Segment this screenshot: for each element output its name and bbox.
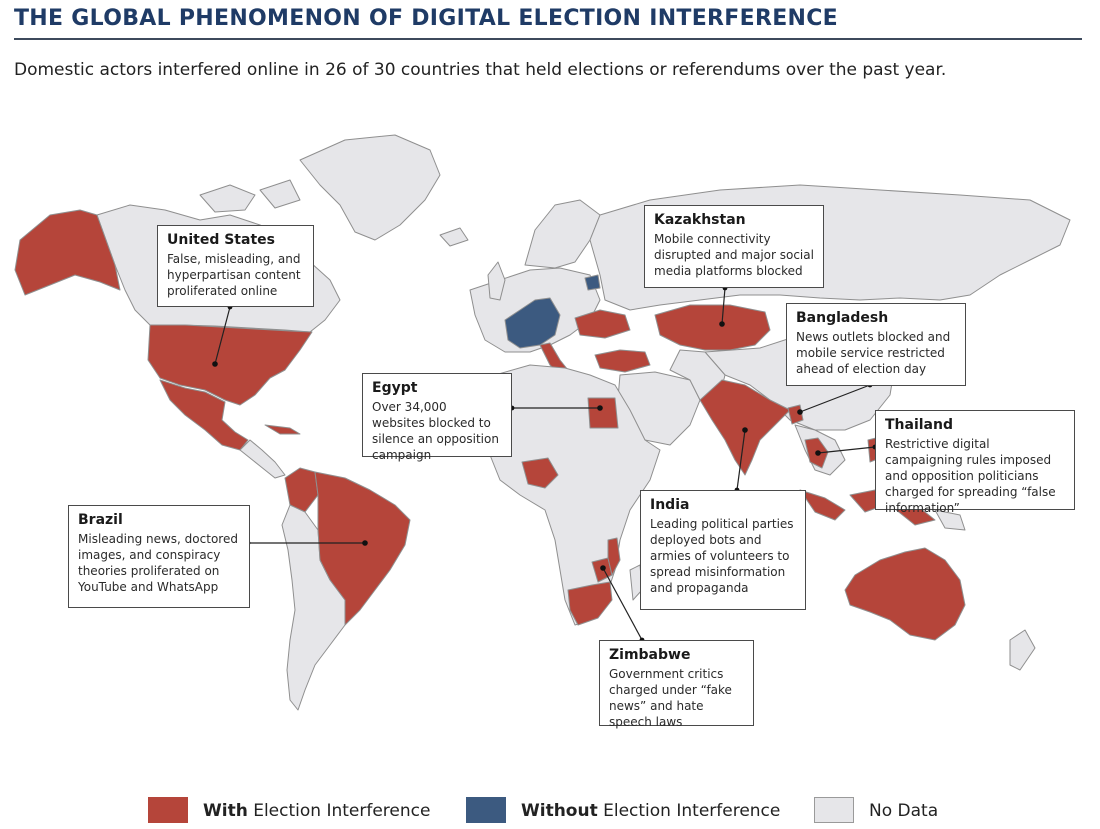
arctic-islands-shape	[199, 179, 301, 213]
callout-text: News outlets blocked and mobile service …	[796, 330, 951, 376]
thailand-marker	[815, 450, 821, 456]
kazakhstan-shape	[654, 304, 771, 351]
callout-title: Egypt	[372, 380, 418, 396]
title-rule	[14, 38, 1082, 40]
callout-text: Over 34,000 websites blocked to silence …	[372, 400, 499, 462]
map-title: THE GLOBAL PHENOMENON OF DIGITAL ELECTIO…	[14, 6, 839, 31]
alaska-shape	[14, 209, 121, 296]
scandinavia-shape	[524, 199, 601, 269]
callout-title: Zimbabwe	[609, 647, 691, 663]
callout-title: United States	[167, 232, 275, 248]
legend-swatch-with	[148, 797, 188, 823]
baltic-without-shape	[584, 274, 601, 291]
united-states-shape	[147, 324, 313, 406]
central-america-shape	[239, 439, 286, 479]
kazakhstan-leader	[721, 287, 726, 325]
zimbabwe-marker	[600, 565, 606, 571]
callout-united-states: United States False, misleading, and hyp…	[157, 225, 314, 307]
kazakhstan-marker	[719, 321, 725, 327]
callout-egypt: Egypt Over 34,000 websites blocked to si…	[362, 373, 512, 462]
callout-bangladesh: Bangladesh News outlets blocked and mobi…	[786, 303, 966, 386]
ukraine-region-shape	[574, 309, 631, 339]
bangladesh-leader	[799, 384, 871, 413]
callout-india: India Leading political parties deployed…	[640, 490, 806, 610]
legend-label-no-data: No Data	[869, 801, 939, 821]
callout-text: Government critics charged under “fake n…	[609, 667, 732, 729]
greenland-shape	[299, 134, 441, 241]
india-leader	[736, 429, 746, 491]
thailand-leader	[817, 446, 876, 454]
callout-title: Kazakhstan	[654, 212, 746, 228]
callout-text: False, misleading, and hyperpartisan con…	[167, 252, 301, 298]
turkey-shape	[594, 349, 651, 373]
callout-text: Mobile connectivity disrupted and major …	[654, 232, 814, 278]
australia-shape	[844, 547, 966, 641]
png-shape	[934, 509, 966, 531]
zimbabwe-leader	[602, 567, 643, 641]
map-subtitle: Domestic actors interfered online in 26 …	[14, 60, 947, 80]
iceland-shape	[439, 227, 469, 247]
mexico-shape	[159, 379, 249, 451]
cuba-shape	[264, 424, 301, 435]
western-europe-without-shape	[504, 297, 561, 349]
callout-title: Brazil	[78, 512, 123, 528]
brazil-marker	[362, 540, 368, 546]
egypt-marker	[597, 405, 603, 411]
bangladesh-marker	[797, 409, 803, 415]
callout-brazil: Brazil Misleading news, doctored images,…	[68, 505, 250, 608]
callout-thailand: Thailand Restrictive digital campaigning…	[875, 410, 1075, 515]
callout-title: Bangladesh	[796, 310, 889, 326]
callout-kazakhstan: Kazakhstan Mobile connectivity disrupted…	[644, 205, 824, 288]
legend-label-without: Without Election Interference	[521, 801, 781, 821]
callout-text: Leading political parties deployed bots …	[650, 517, 794, 595]
callout-zimbabwe: Zimbabwe Government critics charged unde…	[599, 640, 754, 729]
legend-swatch-no-data	[814, 797, 854, 823]
callout-title: Thailand	[885, 417, 953, 433]
nigeria-shape	[521, 457, 559, 489]
egypt-shape	[587, 397, 619, 429]
legend-label-with: With Election Interference	[203, 801, 431, 821]
legend-swatch-without	[466, 797, 506, 823]
new-zealand-shape	[1009, 629, 1036, 671]
south-africa-shape	[567, 581, 613, 626]
brazil-shape	[314, 471, 411, 626]
callout-text: Misleading news, doctored images, and co…	[78, 532, 238, 594]
uk-shape	[487, 261, 506, 301]
callout-text: Restrictive digital campaigning rules im…	[885, 437, 1056, 515]
callout-title: India	[650, 497, 690, 513]
india-marker	[742, 427, 748, 433]
mozambique-shape	[607, 537, 621, 576]
us-leader	[214, 306, 231, 365]
us-marker	[212, 361, 218, 367]
